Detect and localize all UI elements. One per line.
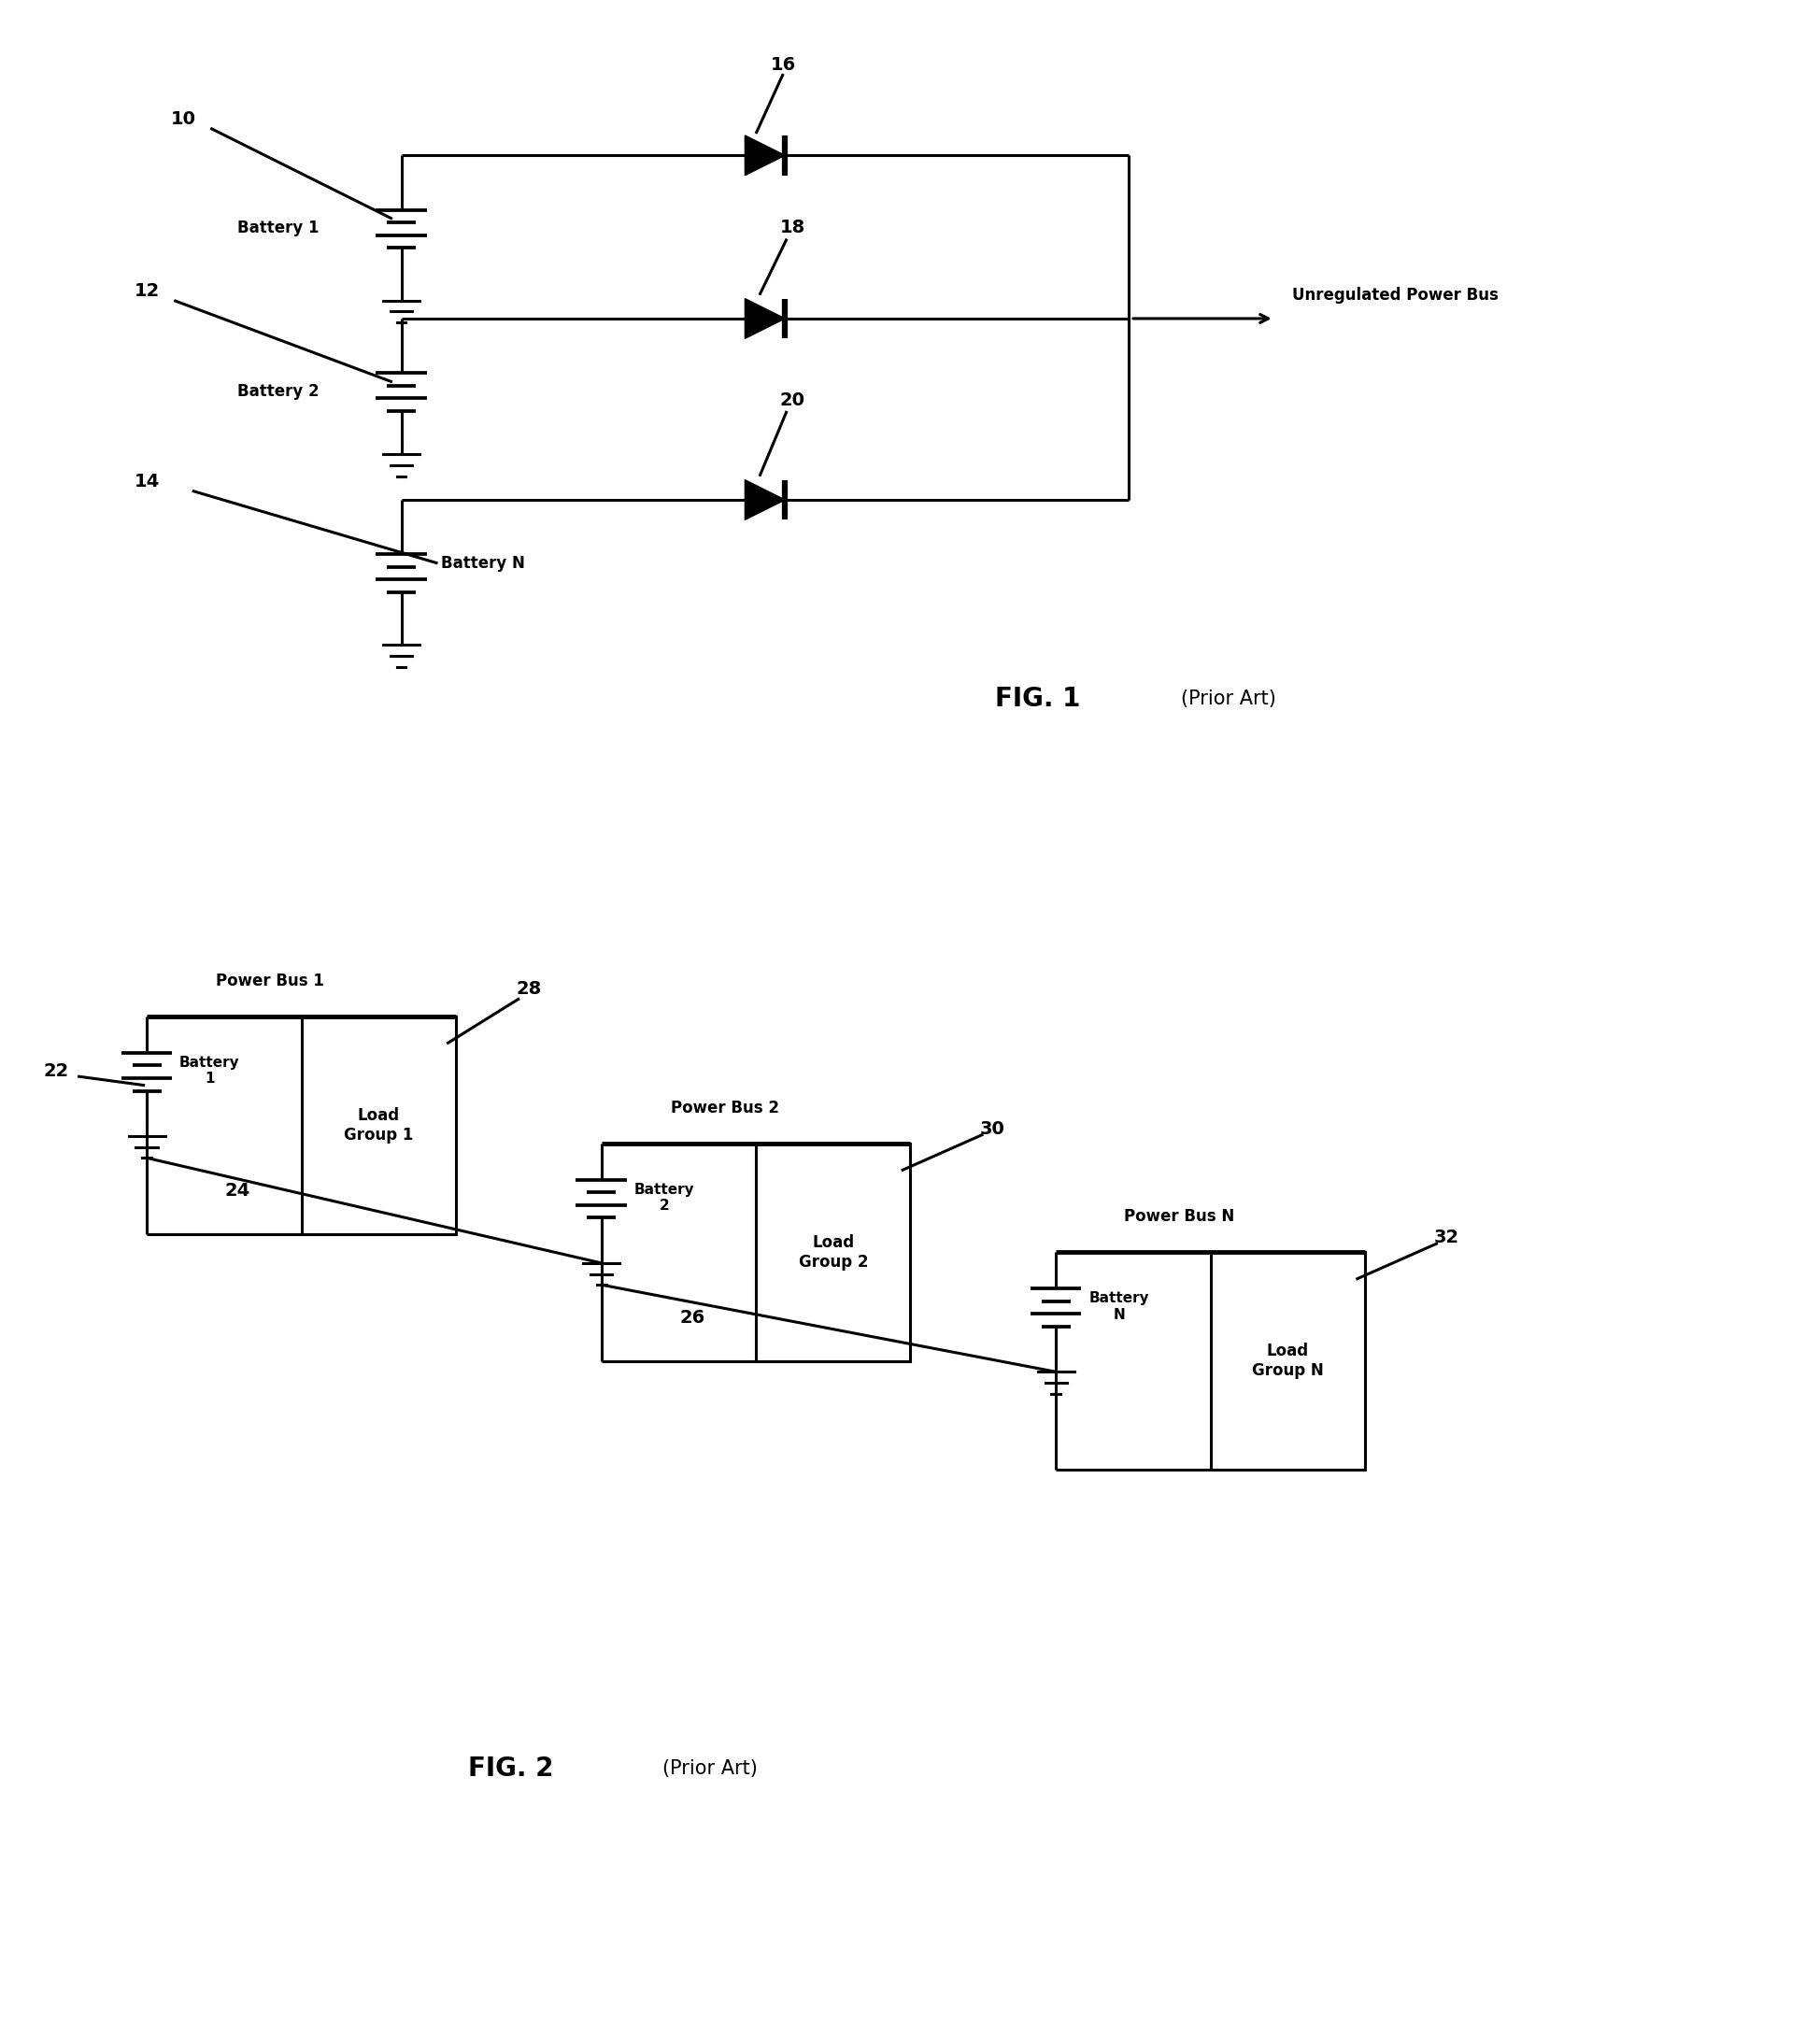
Text: FIG. 1: FIG. 1 — [994, 687, 1079, 712]
Text: 12: 12 — [135, 283, 160, 301]
Polygon shape — [744, 480, 784, 520]
Bar — [755, 1143, 910, 1360]
Text: Power Bus N: Power Bus N — [1123, 1208, 1234, 1226]
Text: 18: 18 — [779, 220, 804, 236]
Text: Load
Group N: Load Group N — [1252, 1344, 1323, 1378]
Text: 20: 20 — [779, 390, 804, 409]
Text: 30: 30 — [979, 1120, 1005, 1138]
Text: 32: 32 — [1434, 1228, 1460, 1246]
Text: Power Bus 2: Power Bus 2 — [670, 1100, 779, 1116]
Text: 10: 10 — [171, 110, 195, 128]
Text: Battery
1: Battery 1 — [180, 1055, 240, 1086]
Text: (Prior Art): (Prior Art) — [662, 1759, 757, 1779]
Text: Battery
2: Battery 2 — [633, 1183, 693, 1214]
Text: 26: 26 — [679, 1309, 704, 1326]
Text: Battery 2: Battery 2 — [238, 382, 318, 398]
Polygon shape — [744, 299, 784, 337]
Text: (Prior Art): (Prior Art) — [1181, 689, 1276, 710]
Text: 22: 22 — [44, 1061, 69, 1080]
Text: 14: 14 — [135, 474, 160, 490]
Bar — [1210, 1252, 1365, 1470]
Text: Load
Group 2: Load Group 2 — [797, 1234, 868, 1271]
Text: Power Bus 1: Power Bus 1 — [217, 972, 324, 990]
Text: 28: 28 — [515, 980, 541, 998]
Text: Battery N: Battery N — [440, 555, 524, 571]
Bar — [300, 1016, 455, 1234]
Text: 16: 16 — [770, 55, 795, 73]
Text: Load
Group 1: Load Group 1 — [344, 1108, 413, 1143]
Text: Battery 1: Battery 1 — [238, 220, 318, 236]
Text: Unregulated Power Bus: Unregulated Power Bus — [1292, 287, 1498, 305]
Text: 24: 24 — [226, 1181, 251, 1199]
Text: FIG. 2: FIG. 2 — [468, 1757, 553, 1781]
Text: Battery
N: Battery N — [1088, 1291, 1148, 1321]
Polygon shape — [744, 136, 784, 175]
